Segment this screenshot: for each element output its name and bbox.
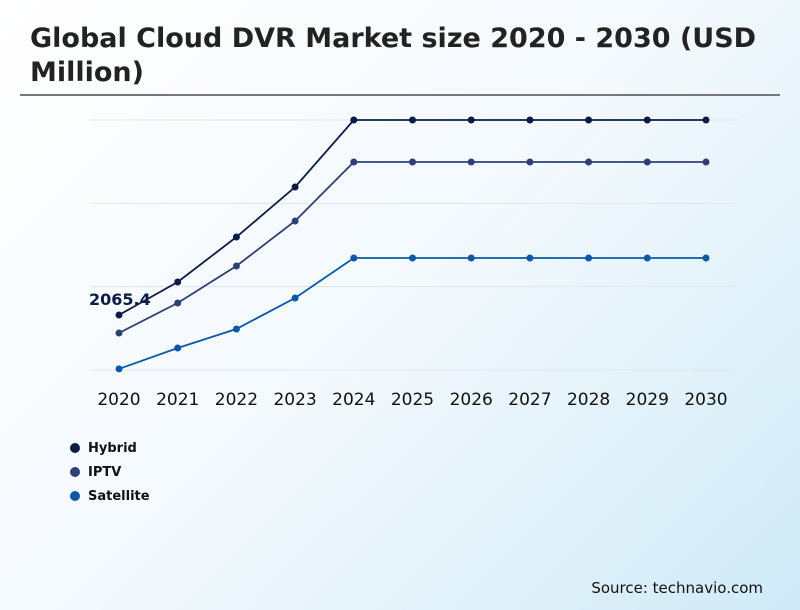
data-point-hybrid [174,278,182,286]
series-line-satellite [118,257,706,370]
data-point-hybrid [585,116,593,124]
legend-marker-iptv [70,467,80,477]
x-tick-label: 2027 [508,390,551,410]
data-point-iptv [350,158,358,166]
legend-label-satellite: Satellite [88,488,150,504]
data-point-iptv [174,299,182,307]
data-point-iptv [643,158,651,166]
x-tick-label: 2020 [97,390,140,410]
x-tick-label: 2030 [684,390,727,410]
data-point-satellite [526,254,534,262]
legend: Hybrid IPTV Satellite [70,436,150,508]
data-point-hybrid [115,311,123,319]
data-point-satellite [409,254,416,262]
x-tick-label: 2024 [332,390,375,410]
legend-item-satellite[interactable]: Satellite [70,484,150,508]
data-point-iptv [409,158,416,166]
chart-title: Global Cloud DVR Market size 2020 - 2030… [30,23,757,88]
data-point-hybrid [409,116,416,124]
x-tick-label: 2025 [391,390,434,410]
data-point-hybrid [350,116,358,124]
data-point-satellite [585,254,593,262]
x-tick-label: 2029 [626,390,669,410]
title-divider [20,94,780,96]
data-point-iptv [526,158,534,166]
data-point-hybrid [291,183,299,191]
data-label: 2065.4 [89,290,151,309]
data-point-iptv [291,217,299,225]
legend-marker-hybrid [70,443,80,453]
legend-label-iptv: IPTV [88,464,122,480]
source-label: Source: technavio.com [591,579,763,597]
legend-marker-satellite [70,491,80,501]
data-point-satellite [350,254,358,262]
x-tick-label: 2022 [215,390,258,410]
series-line-iptv [118,161,706,334]
data-point-iptv [115,329,123,337]
data-point-iptv [702,158,710,166]
data-point-satellite [174,344,182,352]
legend-item-hybrid[interactable]: Hybrid [70,436,150,460]
data-point-satellite [643,254,651,262]
x-tick-label: 2028 [567,390,610,410]
data-point-hybrid [643,116,651,124]
data-point-hybrid [232,233,240,241]
data-point-satellite [702,254,710,262]
data-point-hybrid [526,116,534,124]
data-point-satellite [232,325,240,333]
x-tick-label: 2026 [450,390,493,410]
data-point-satellite [115,365,123,373]
data-point-satellite [291,294,299,302]
x-tick-label: 2023 [273,390,316,410]
x-tick-label: 2021 [156,390,199,410]
data-point-iptv [232,262,240,270]
series-line-hybrid [118,119,706,316]
data-point-satellite [467,254,475,262]
legend-item-iptv[interactable]: IPTV [70,460,150,484]
legend-label-hybrid: Hybrid [88,440,137,456]
data-point-iptv [585,158,593,166]
data-point-hybrid [702,116,710,124]
data-point-hybrid [467,116,475,124]
data-point-iptv [467,158,475,166]
